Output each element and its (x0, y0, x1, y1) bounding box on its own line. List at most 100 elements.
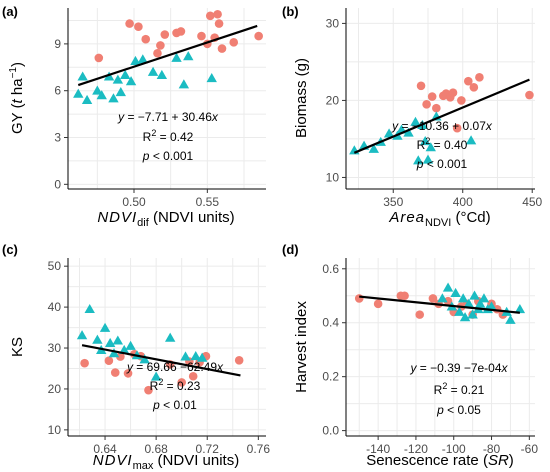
p-symbol: p (416, 157, 424, 171)
regression-equation: y = 69.66 −62.49x (126, 360, 224, 374)
panel-d-points (354, 282, 526, 324)
p-value-text: < 0.01 (160, 398, 197, 412)
data-point-triangle (463, 298, 475, 308)
equation-text: = −0.39 −7e-04 (416, 361, 501, 375)
data-point-triangle (112, 335, 124, 345)
y-axis-title: Harvest index (293, 301, 310, 393)
data-point-circle (141, 34, 151, 44)
data-point-circle (254, 31, 263, 41)
panel-label: (d) (282, 242, 299, 257)
data-point-circle (110, 368, 120, 377)
data-point-triangle (84, 303, 95, 314)
y-tick-label: 50 (48, 259, 62, 273)
data-point-circle (205, 11, 215, 21)
data-point-triangle (425, 142, 436, 152)
data-point-circle (153, 48, 162, 58)
x-axis-title-main: Area (388, 209, 425, 226)
x-tick-label: -140 (366, 442, 390, 456)
data-point-circle (176, 27, 186, 36)
panel-a: 0 3 6 9 0.50 0.55 (a) NDVIdif (NDVI units) GY (t… (2, 4, 266, 229)
regression-equation: y = −0.39 −7e-04x (409, 361, 508, 375)
x-axis-title-sub: dif (137, 217, 150, 229)
x-axis-title-italic: SR (488, 452, 509, 469)
p-symbol: p (142, 149, 150, 163)
y-tick-label: 10 (326, 170, 340, 184)
x-axis-title-close: ) (509, 452, 514, 469)
data-point-circle (432, 103, 441, 113)
panel-label: (a) (2, 4, 18, 19)
y-axis-title-italic: t (9, 98, 26, 103)
y-tick-label: 10 (48, 423, 62, 437)
data-point-triangle (206, 73, 217, 83)
data-point-triangle (125, 76, 137, 86)
panel-c-points (76, 303, 244, 395)
data-point-triangle (108, 348, 120, 358)
data-point-circle (415, 310, 425, 319)
regression-line (81, 344, 241, 377)
y-axis-title: KS (9, 337, 26, 357)
data-point-circle (197, 31, 206, 41)
data-point-triangle (164, 332, 176, 342)
r-squared-sup: 2 (442, 381, 447, 391)
y-axis-title-main: KS (9, 337, 26, 357)
panel-d: 0.0 0.2 0.4 0.6 -140 -120 -100 -80 -60 (d) Senesce… (282, 242, 538, 469)
data-point-circle (463, 76, 473, 86)
data-point-triangle (505, 314, 516, 324)
panel-c: 10 20 30 40 50 0.64 0.68 0.72 0.76 (c) NDVImax (ND… (2, 242, 270, 472)
y-axis-title-main: Biomass (g) (293, 58, 310, 138)
data-point-circle (427, 92, 437, 101)
data-point-triangle (92, 334, 103, 344)
p-value: p < 0.05 (436, 403, 481, 417)
y-tick-label: 0.0 (322, 424, 339, 438)
y-axis-title-close: ) (9, 62, 26, 67)
data-point-triangle (180, 351, 191, 361)
data-point-triangle (108, 93, 119, 103)
data-point-circle (156, 41, 165, 50)
data-point-triangle (437, 293, 448, 303)
data-point-triangle (422, 154, 434, 164)
r-squared-sup: 2 (158, 377, 163, 387)
y-axis-title-unit: ha (9, 78, 26, 100)
equation-text: = 69.66 −62.49 (133, 360, 217, 374)
x-tick-label: 0.72 (196, 442, 220, 456)
x-tick-label: 0.50 (122, 195, 146, 209)
regression-equation: y = −10.36 + 0.07x (391, 119, 493, 133)
x-axis-title-suffix: (NDVI units) (153, 452, 239, 469)
r-squared-symbol: R (143, 130, 152, 144)
y-axis-title-main: Harvest index (293, 301, 310, 393)
equation-variable: y (117, 110, 125, 124)
y-tick-label: 9 (54, 37, 61, 51)
p-symbol: p (436, 403, 444, 417)
data-point-circle (354, 294, 364, 303)
data-point-circle (475, 73, 484, 82)
x-axis-title-suffix: (°Cd) (451, 209, 490, 226)
equation-text: = −10.36 + 0.07 (398, 119, 486, 133)
data-point-triangle (190, 351, 201, 361)
data-point-triangle (413, 155, 424, 165)
data-point-circle (400, 291, 409, 301)
data-point-circle (213, 9, 222, 19)
data-point-triangle (112, 74, 124, 84)
y-tick-label: 6 (54, 84, 61, 98)
regression-line (359, 295, 520, 314)
data-point-triangle (474, 298, 486, 308)
x-tick-label: -80 (483, 442, 501, 456)
data-point-circle (229, 38, 239, 47)
data-point-triangle (171, 52, 182, 62)
r-squared-value: = 0.40 (430, 138, 467, 152)
data-point-triangle (442, 282, 454, 292)
data-point-triangle (178, 79, 190, 89)
panel-label: (c) (2, 242, 18, 257)
p-value: p < 0.001 (416, 157, 468, 171)
data-point-circle (422, 99, 431, 109)
r-squared: R2 = 0.23 (150, 377, 201, 393)
x-tick-label: 0.76 (247, 442, 271, 456)
p-value-text: < 0.001 (149, 149, 193, 163)
data-point-circle (443, 296, 453, 306)
panel-a-points (73, 9, 263, 104)
y-tick-label: 0.2 (322, 370, 339, 384)
y-tick-label: 0.6 (322, 262, 339, 276)
data-point-triangle (125, 340, 136, 350)
x-axis-title: Senescence rate (SR) (366, 452, 514, 469)
r-squared: R2 = 0.21 (434, 381, 485, 397)
